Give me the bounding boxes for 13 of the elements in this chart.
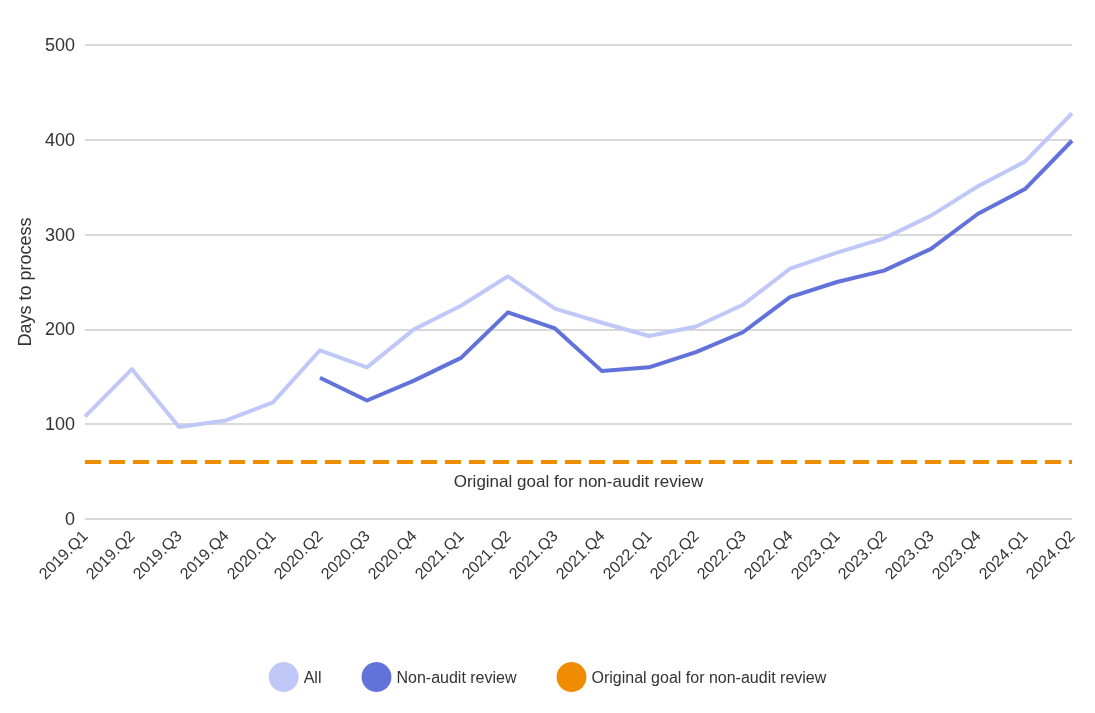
legend-label: Non-audit review <box>396 668 517 686</box>
y-tick-label: 300 <box>44 224 75 245</box>
y-tick-label: 100 <box>44 414 75 435</box>
line-series <box>317 138 1074 403</box>
y-tick-label: 500 <box>44 35 75 55</box>
line-series <box>82 111 1074 430</box>
text: Original goal for non-audit review <box>453 472 704 492</box>
y-tick-label: 0 <box>64 509 75 529</box>
legend-label: All <box>303 668 322 686</box>
legend-label: Original goal for non-audit review <box>591 668 827 686</box>
y-axis-title: Days to process <box>15 217 35 347</box>
y-tick-label: 200 <box>44 319 75 340</box>
y-tick-label: 400 <box>44 129 75 150</box>
